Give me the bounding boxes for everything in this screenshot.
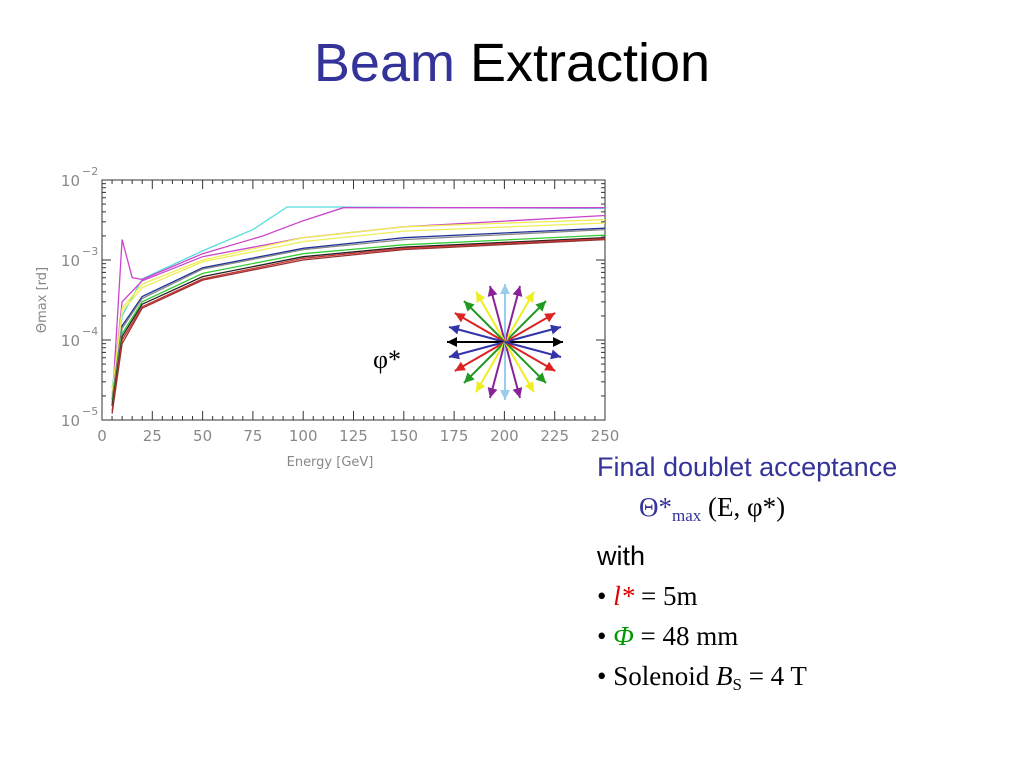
rosette-arrow-head <box>500 284 510 294</box>
rosette-arrow-head <box>464 301 475 312</box>
rosette-arrow-head <box>476 291 486 303</box>
rosette-arrow-head <box>454 361 466 371</box>
phi-star-label: φ* <box>373 345 402 374</box>
rosette-arrow-head <box>535 372 546 383</box>
field-value: = 4 T <box>748 661 807 691</box>
y-tick-exponent: −2 <box>82 165 98 178</box>
y-tick-label: 10 <box>61 172 80 190</box>
y-tick-label: 10 <box>61 412 80 430</box>
bullet-lstar: • l* = 5m <box>597 576 1017 616</box>
rosette-arrow-head <box>512 286 523 297</box>
y-axis-label: Θmax [rd] <box>35 267 50 333</box>
y-tick-label: 10 <box>61 332 80 350</box>
rosette-arrow-head <box>464 372 475 383</box>
rosette-arrow-head <box>449 349 460 360</box>
bullet-glyph: • <box>597 661 607 691</box>
with-label: with <box>597 541 646 571</box>
x-tick-label: 25 <box>143 427 162 445</box>
rosette-arrow-head <box>550 324 561 335</box>
x-tick-label: 250 <box>591 427 620 445</box>
theta-line: Θ*max (E, φ*) <box>597 487 1017 536</box>
field-subscript: S <box>732 675 742 694</box>
x-tick-label: 75 <box>243 427 262 445</box>
solenoid-text: Solenoid <box>613 661 710 691</box>
x-tick-label: 175 <box>440 427 469 445</box>
title-word-extraction: Extraction <box>469 33 711 93</box>
phi-angle-rosette <box>447 284 563 400</box>
field-symbol: B <box>715 661 733 691</box>
rosette-arrow-head <box>544 313 556 323</box>
rosette-arrow-head <box>544 361 556 371</box>
y-tick-exponent: −5 <box>82 405 98 418</box>
bullet-glyph: • <box>597 581 607 611</box>
phi-value: = 48 mm <box>640 621 739 651</box>
rosette-arrow-head <box>487 286 498 297</box>
rosette-arrow-head <box>524 381 534 393</box>
x-tick-label: 150 <box>389 427 418 445</box>
theta-symbol: Θ* <box>639 492 672 522</box>
rosette-arrow-head <box>454 313 466 323</box>
series-line-4 <box>111 218 606 393</box>
series-line-8 <box>111 234 606 404</box>
x-tick-label: 50 <box>193 427 212 445</box>
x-tick-label: 125 <box>339 427 368 445</box>
x-tick-label: 0 <box>97 427 107 445</box>
series-line-10 <box>111 237 606 411</box>
rosette-arrow-head <box>524 291 534 303</box>
series-line-2 <box>111 207 605 406</box>
bullet-phi: • Φ = 48 mm <box>597 616 1017 656</box>
series-line-9 <box>111 237 606 406</box>
x-tick-label: 100 <box>289 427 318 445</box>
y-tick-exponent: −3 <box>82 245 98 258</box>
rosette-arrow-head <box>449 324 460 335</box>
x-tick-label: 225 <box>540 427 569 445</box>
lstar-value: = 5m <box>640 581 698 611</box>
rosette-arrow-head <box>447 337 457 347</box>
rosette-arrow-head <box>553 337 563 347</box>
description-block: Final doublet acceptance Θ*max (E, φ*) w… <box>597 447 1017 705</box>
theta-subscript: max <box>672 506 702 525</box>
series-line-6 <box>111 227 606 400</box>
rosette-arrow-head <box>476 381 486 393</box>
y-tick-label: 10 <box>61 252 80 270</box>
acceptance-line: Final doublet acceptance <box>597 452 898 482</box>
series-line-11 <box>111 238 606 414</box>
rosette-arrow-head <box>512 387 523 398</box>
axis-ticks: 0 25 50 75 100 125 150 175 200 225 25010−510−410−3… <box>61 165 619 445</box>
y-tick-exponent: −4 <box>82 325 98 338</box>
bullet-glyph: • <box>597 621 607 651</box>
theta-args: (E, φ*) <box>708 492 786 522</box>
series-layer <box>111 206 606 414</box>
rosette-arrow-head <box>487 387 498 398</box>
rosette-arrow-head <box>535 301 546 312</box>
series-line-5 <box>111 222 606 396</box>
rosette-arrow-head <box>550 349 561 360</box>
series-line-1 <box>111 206 606 389</box>
phi-symbol: Φ <box>613 621 634 651</box>
bullet-solenoid: • Solenoid BS = 4 T <box>597 656 1017 705</box>
x-tick-label: 200 <box>490 427 519 445</box>
rosette-arrow-head <box>500 390 510 400</box>
slide-title: Beam Extraction <box>0 28 1024 98</box>
series-line-7 <box>111 228 606 400</box>
x-axis-label: Energy [GeV] <box>287 455 374 470</box>
title-word-beam: Beam <box>313 33 455 93</box>
acceptance-chart: 0 25 50 75 100 125 150 175 200 225 25010−510−410−3… <box>35 165 619 470</box>
lstar-symbol: l* <box>613 581 635 611</box>
